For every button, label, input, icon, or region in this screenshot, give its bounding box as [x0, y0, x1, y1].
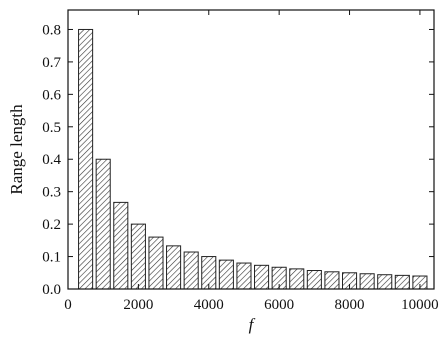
x-tick-label: 6000	[264, 297, 294, 313]
bar-9500	[394, 274, 410, 290]
bar-4500	[218, 259, 234, 290]
bar-2000	[130, 223, 146, 290]
bar-2500	[148, 236, 164, 290]
y-tick-label: 0.2	[42, 217, 61, 233]
plot-frame	[67, 9, 435, 290]
x-tick-label: 10000	[401, 297, 439, 313]
bar-1000	[95, 158, 111, 290]
y-tick-label: 0.1	[42, 250, 61, 266]
bar-9000	[377, 274, 393, 290]
y-axis-label: Range length	[7, 104, 26, 195]
bar-5500	[254, 264, 270, 290]
y-tick-label: 0.5	[42, 120, 61, 136]
x-tick-label: 4000	[194, 297, 224, 313]
bar-5000	[236, 262, 252, 290]
y-tick-label: 0.0	[42, 282, 61, 298]
bars-group	[78, 28, 428, 290]
x-tick-label: 2000	[123, 297, 153, 313]
y-tick-label: 0.3	[42, 185, 61, 201]
bar-1500	[113, 201, 129, 290]
y-tick-label: 0.6	[42, 87, 61, 103]
y-tick-label: 0.8	[42, 22, 61, 38]
bar-6500	[289, 268, 305, 290]
x-axis-label: f	[249, 315, 256, 334]
bar-7000	[306, 270, 322, 290]
bar-3500	[183, 251, 199, 290]
x-tick-label: 0	[64, 297, 72, 313]
x-tick-label: 8000	[335, 297, 365, 313]
bar-8500	[359, 273, 375, 290]
bar-3000	[166, 245, 182, 290]
bar-7500	[324, 271, 340, 290]
bar-500	[78, 28, 94, 290]
y-tick-label: 0.7	[42, 55, 61, 71]
y-tick-label: 0.4	[42, 152, 61, 168]
x-axis-ticks: 0 2000 4000 6000 8000 10000	[64, 10, 439, 313]
